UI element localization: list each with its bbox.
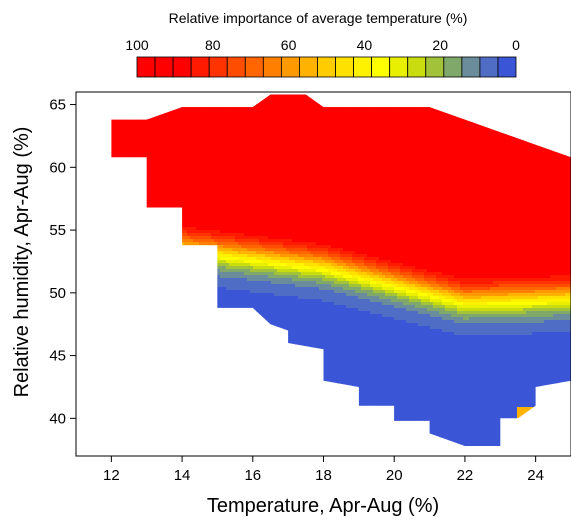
legend-swatch <box>371 56 391 78</box>
x-tick-label: 24 <box>527 467 544 484</box>
legend-color-bar <box>136 56 517 78</box>
legend-tick-labels: 100 80 60 40 20 0 <box>125 37 520 53</box>
y-tick-label: 40 <box>49 410 66 427</box>
legend-swatch <box>407 56 427 78</box>
y-axis: 40 45 50 55 60 65 <box>49 97 76 427</box>
y-axis-title: Relative humidity, Apr-Aug (%) <box>11 127 33 398</box>
legend-swatch <box>244 56 264 78</box>
legend-tick-label: 0 <box>512 37 520 53</box>
legend-tick-label: 100 <box>125 37 149 53</box>
legend-title: Relative importance of average temperatu… <box>169 10 468 26</box>
x-axis-title: Temperature, Apr-Aug (%) <box>207 495 439 517</box>
legend-tick-label: 60 <box>281 37 297 53</box>
legend-swatch <box>497 56 517 78</box>
x-tick-label: 18 <box>315 467 332 484</box>
legend-swatch <box>172 56 192 78</box>
legend-swatch <box>317 56 336 78</box>
y-tick-label: 45 <box>49 348 66 365</box>
legend-swatch <box>190 56 210 78</box>
x-tick-label: 12 <box>103 467 120 484</box>
legend-swatch <box>262 56 282 78</box>
legend-swatch <box>335 56 354 78</box>
y-tick-label: 50 <box>49 285 66 302</box>
x-tick-label: 20 <box>386 467 403 484</box>
legend-tick-label: 20 <box>432 37 448 53</box>
y-tick-label: 60 <box>49 159 66 176</box>
legend-swatch <box>226 56 246 78</box>
y-tick-label: 65 <box>49 97 66 114</box>
legend-tick-label: 40 <box>357 37 373 53</box>
legend-swatch <box>299 56 318 78</box>
legend-swatch <box>136 56 156 78</box>
legend-tick-label: 80 <box>205 37 221 53</box>
legend-swatch <box>479 56 499 78</box>
legend-swatch <box>443 56 463 78</box>
legend-swatch <box>389 56 409 78</box>
y-tick-label: 55 <box>49 222 66 239</box>
legend-swatch <box>154 56 174 78</box>
legend-swatch <box>280 56 300 78</box>
legend-swatch <box>208 56 228 78</box>
x-tick-label: 22 <box>457 467 474 484</box>
legend-swatch <box>461 56 481 78</box>
x-tick-label: 16 <box>244 467 261 484</box>
x-axis: 12 14 16 18 20 22 24 <box>103 456 544 484</box>
legend-swatch <box>425 56 445 78</box>
legend-swatch <box>353 56 373 78</box>
x-tick-label: 14 <box>174 467 191 484</box>
